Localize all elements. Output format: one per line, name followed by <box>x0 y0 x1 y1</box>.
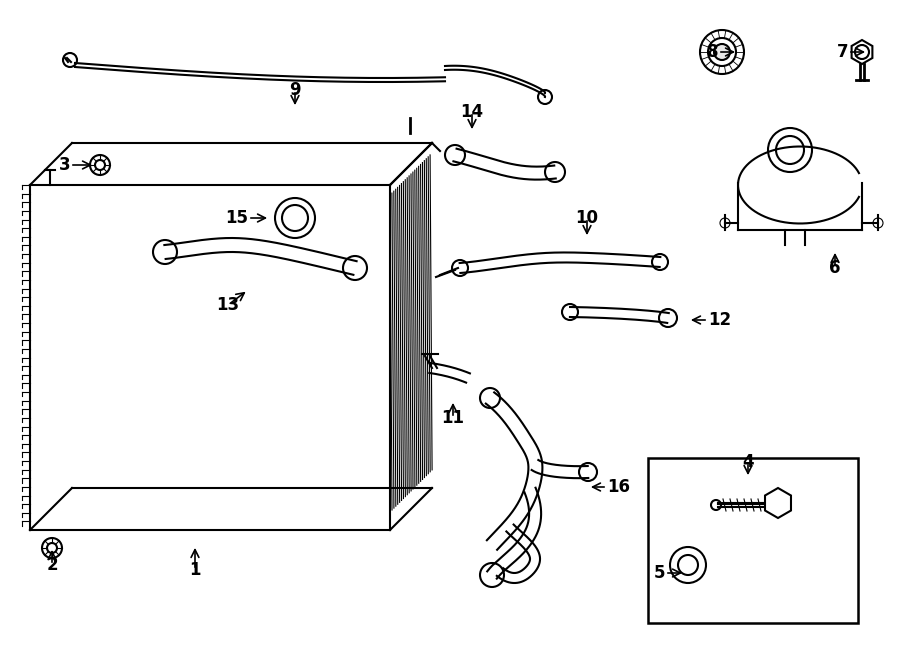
Text: 11: 11 <box>442 409 464 427</box>
Text: 7: 7 <box>836 43 848 61</box>
Circle shape <box>714 44 730 60</box>
Text: 2: 2 <box>46 556 58 574</box>
Text: 15: 15 <box>225 209 248 227</box>
Text: 1: 1 <box>189 561 201 579</box>
Text: 14: 14 <box>461 103 483 121</box>
Text: 16: 16 <box>607 478 630 496</box>
Text: 13: 13 <box>216 296 239 314</box>
Text: 10: 10 <box>575 209 598 227</box>
Text: 8: 8 <box>706 43 718 61</box>
Text: 4: 4 <box>742 453 754 471</box>
Text: 5: 5 <box>653 564 665 582</box>
Text: 3: 3 <box>58 156 70 174</box>
Bar <box>648 458 858 623</box>
Text: 9: 9 <box>289 81 301 99</box>
Text: 6: 6 <box>829 259 841 277</box>
Text: 12: 12 <box>708 311 731 329</box>
